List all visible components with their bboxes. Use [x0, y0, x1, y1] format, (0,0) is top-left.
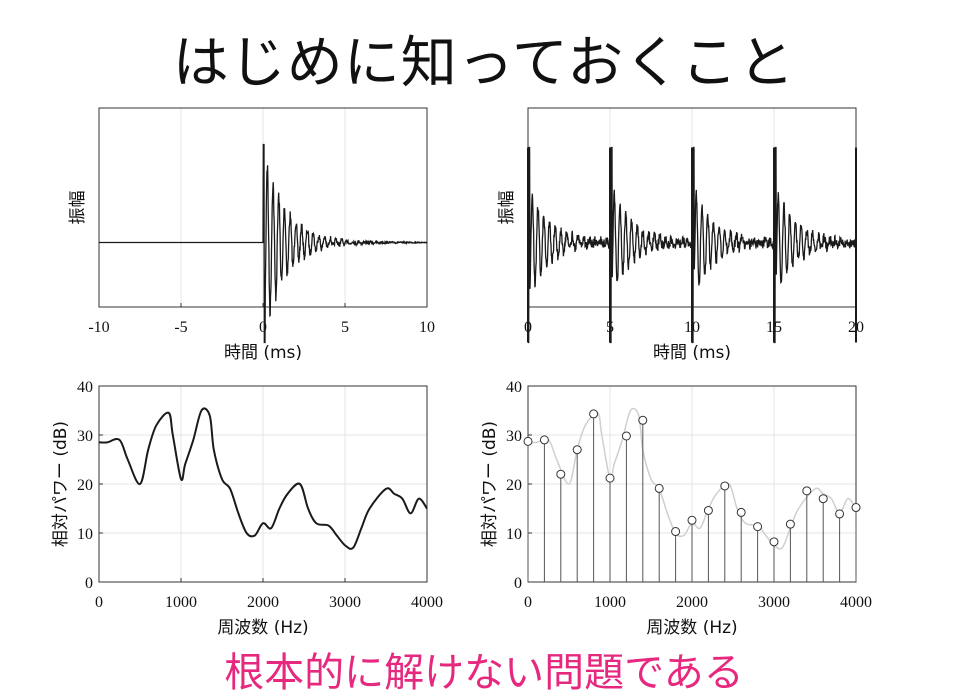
stem-marker [605, 473, 615, 483]
y-tick-label: 20 [77, 477, 93, 494]
stem-marker [736, 507, 746, 517]
y-axis-label: 相対パワー (dB) [51, 421, 71, 547]
x-tick-label: 4000 [840, 594, 872, 611]
stem-marker [621, 431, 631, 441]
stem-marker [851, 503, 861, 513]
footer-caption: 根本的に解けない問題である [224, 650, 744, 696]
y-axis-label: 相対パワー (dB) [480, 421, 500, 547]
x-tick-label: -5 [174, 319, 187, 336]
stem-marker [687, 515, 697, 525]
stem-marker [703, 505, 713, 515]
stem-marker [654, 483, 664, 493]
envelope-line [527, 407, 857, 550]
y-tick-label: 10 [77, 526, 93, 543]
x-tick-label: 0 [259, 319, 267, 336]
x-tick-label: 1000 [594, 594, 626, 611]
stem-marker [785, 519, 795, 529]
stem-marker [589, 409, 599, 419]
stem-marker [671, 527, 681, 537]
stem-marker [802, 486, 812, 496]
x-tick-label: 3000 [329, 594, 361, 611]
stem-marker [523, 436, 533, 446]
x-axis-label: 周波数 (Hz) [646, 618, 737, 638]
x-tick-label: 0 [95, 594, 103, 611]
stem-marker [720, 481, 730, 491]
x-axis-label: 時間 (ms) [653, 343, 731, 363]
y-tick-label: 10 [506, 526, 522, 543]
stem-marker [638, 415, 648, 425]
stem-marker [556, 469, 566, 479]
x-axis-label: 周波数 (Hz) [217, 618, 308, 638]
y-tick-label: 40 [506, 379, 522, 396]
page-title: はじめに知っておくこと [172, 31, 796, 96]
x-tick-label: 0 [524, 594, 532, 611]
x-tick-label: 3000 [758, 594, 790, 611]
y-tick-label: 20 [506, 477, 522, 494]
y-axis-label: 振幅 [68, 191, 88, 225]
stem-marker [818, 494, 828, 504]
stem-marker [753, 522, 763, 532]
x-axis-label: 時間 (ms) [224, 343, 302, 363]
y-tick-label: 30 [77, 428, 93, 445]
stem-marker [572, 445, 582, 455]
x-tick-label: 2000 [676, 594, 708, 611]
stem-marker [539, 435, 549, 445]
waveform-line [99, 143, 428, 344]
y-tick-label: 0 [85, 575, 93, 592]
stem-marker [769, 537, 779, 547]
x-tick-label: -10 [88, 319, 109, 336]
x-tick-label: 5 [341, 319, 349, 336]
stem-marker [835, 509, 845, 519]
y-tick-label: 40 [77, 379, 93, 396]
spectrum-line [98, 407, 428, 550]
x-tick-label: 1000 [165, 594, 197, 611]
y-axis-label: 振幅 [497, 191, 517, 225]
y-tick-label: 30 [506, 428, 522, 445]
y-tick-label: 0 [514, 575, 522, 592]
x-tick-label: 10 [419, 319, 435, 336]
x-tick-label: 2000 [247, 594, 279, 611]
x-tick-label: 4000 [411, 594, 443, 611]
